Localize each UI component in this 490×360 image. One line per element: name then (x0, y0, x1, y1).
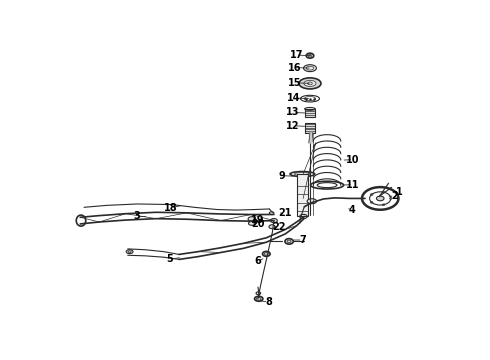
Text: 19: 19 (251, 215, 265, 225)
Bar (305, 123, 315, 132)
Text: 4: 4 (349, 204, 356, 215)
Text: 11: 11 (346, 180, 360, 190)
Ellipse shape (306, 53, 314, 58)
Text: 15: 15 (288, 78, 301, 88)
Text: 21: 21 (278, 208, 292, 219)
Text: 10: 10 (346, 155, 360, 165)
Ellipse shape (126, 250, 133, 253)
Text: 5: 5 (166, 255, 173, 264)
Text: 13: 13 (286, 108, 300, 117)
Text: 18: 18 (164, 203, 177, 212)
Ellipse shape (248, 217, 256, 221)
Text: 6: 6 (255, 256, 261, 266)
Text: 8: 8 (265, 297, 272, 307)
Text: 14: 14 (287, 93, 301, 103)
Bar (297, 174, 308, 216)
Ellipse shape (303, 65, 317, 72)
Ellipse shape (299, 78, 321, 89)
Ellipse shape (307, 199, 317, 204)
Text: 7: 7 (299, 235, 306, 245)
Text: 17: 17 (290, 50, 303, 60)
Text: 16: 16 (288, 63, 301, 73)
Ellipse shape (376, 196, 384, 201)
Ellipse shape (304, 80, 316, 86)
Bar (305, 109, 315, 117)
Text: 9: 9 (279, 171, 286, 181)
Ellipse shape (263, 251, 270, 256)
Ellipse shape (270, 219, 277, 223)
Ellipse shape (256, 292, 261, 294)
Text: 22: 22 (272, 222, 286, 232)
Text: 3: 3 (133, 211, 140, 221)
Ellipse shape (285, 239, 294, 244)
Text: 2: 2 (392, 191, 398, 201)
Ellipse shape (248, 221, 255, 225)
Ellipse shape (269, 225, 275, 229)
Text: 1: 1 (396, 186, 403, 197)
Text: 12: 12 (286, 121, 300, 131)
Polygon shape (309, 132, 314, 143)
Text: 20: 20 (251, 219, 265, 229)
Ellipse shape (254, 296, 263, 301)
